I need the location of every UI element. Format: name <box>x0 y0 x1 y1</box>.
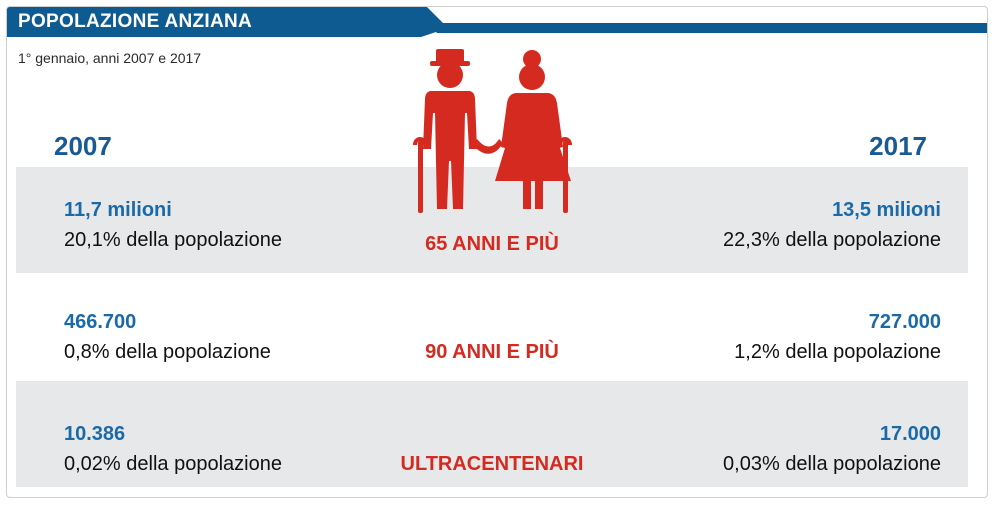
count-2017-100: 17.000 <box>879 423 941 445</box>
subtitle: 1° gennaio, anni 2007 e 2017 <box>18 50 202 66</box>
row-band-65 <box>16 167 968 273</box>
share-2007-65: 20,1% della popolazione <box>64 229 282 251</box>
category-ultracentenari: ULTRACENTENARI <box>400 453 584 475</box>
header-banner <box>7 7 987 37</box>
header-title: POPOLAZIONE ANZIANA <box>18 11 253 32</box>
share-2007-100: 0,02% della popolazione <box>64 453 282 475</box>
share-2007-90: 0,8% della popolazione <box>64 341 271 363</box>
column-header-2017: 2017 <box>869 131 927 161</box>
share-2017-100: 0,03% della popolazione <box>723 453 941 475</box>
column-header-2007: 2007 <box>54 131 112 161</box>
share-2017-65: 22,3% della popolazione <box>723 229 941 251</box>
count-2007-100: 10.386 <box>64 423 126 445</box>
row-band-100 <box>16 381 968 487</box>
share-2017-90: 1,2% della popolazione <box>734 341 941 363</box>
count-2007-90: 466.700 <box>64 311 137 333</box>
infographic-card: POPOLAZIONE ANZIANA 1° gennaio, anni 200… <box>6 6 988 498</box>
elderly-couple-icon <box>413 49 572 213</box>
category-90-plus: 90 ANNI E PIÙ <box>425 341 559 363</box>
count-2007-65: 11,7 milioni <box>64 199 172 221</box>
category-65-plus: 65 ANNI E PIÙ <box>425 233 559 255</box>
count-2017-90: 727.000 <box>868 311 941 333</box>
count-2017-65: 13,5 milioni <box>832 199 941 221</box>
